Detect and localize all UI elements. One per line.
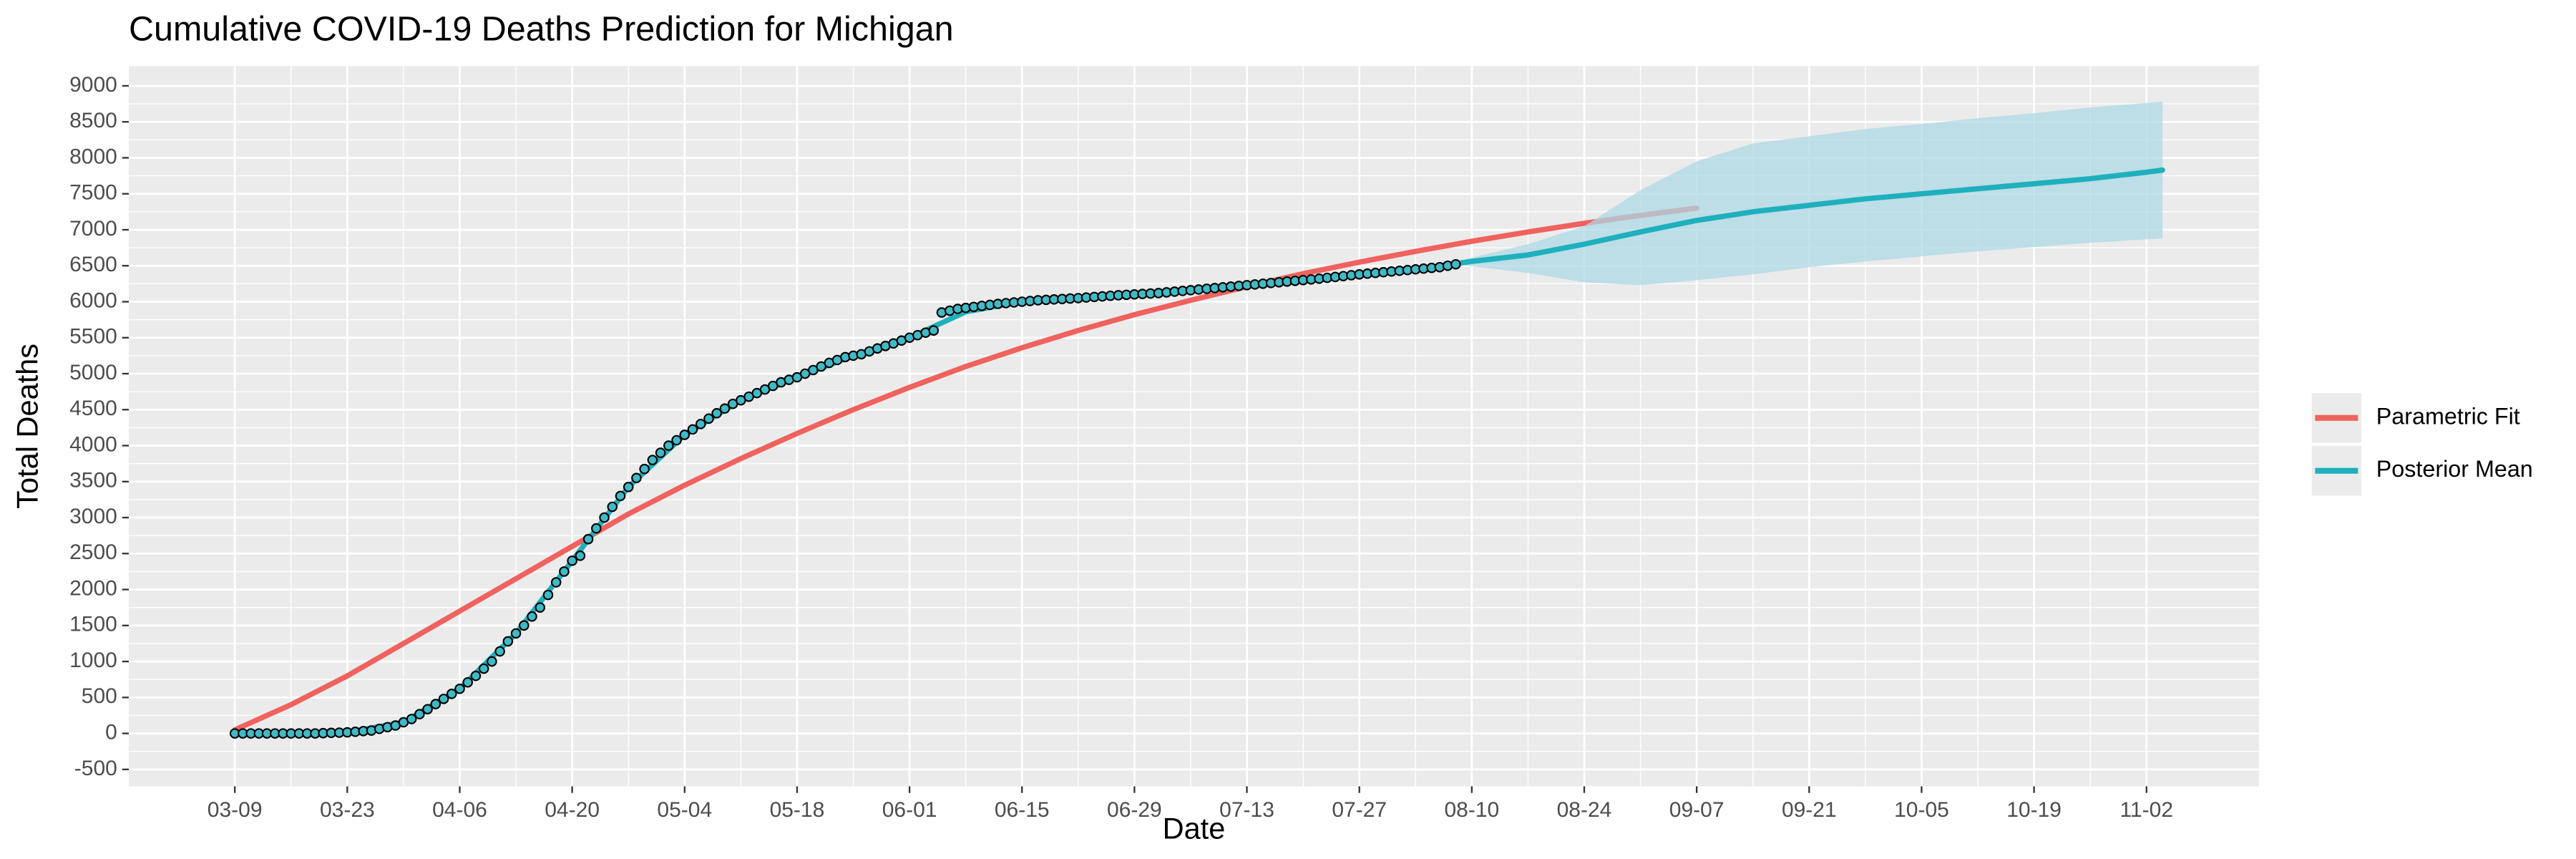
y-tick-label: 2000 xyxy=(69,576,117,600)
data-point xyxy=(414,709,425,719)
data-point xyxy=(687,424,698,435)
data-point xyxy=(502,636,514,647)
data-point xyxy=(535,602,545,613)
y-tick-label: 500 xyxy=(82,684,117,708)
x-tick-label: 06-29 xyxy=(1107,798,1162,822)
data-point xyxy=(494,646,505,657)
data-point xyxy=(470,670,482,681)
data-point xyxy=(655,447,666,458)
data-point xyxy=(446,689,457,699)
grid xyxy=(128,66,2259,787)
y-axis-title: Total Deaths xyxy=(11,344,44,509)
data-point xyxy=(639,463,650,475)
x-axis-title: Date xyxy=(1163,812,1226,845)
x-tick-label: 08-10 xyxy=(1444,798,1499,822)
y-tick-label: 3500 xyxy=(69,469,117,492)
data-point xyxy=(478,663,489,674)
x-tick-label: 10-05 xyxy=(1894,798,1949,822)
data-point xyxy=(663,440,674,451)
x-tick-label: 07-13 xyxy=(1219,798,1274,822)
x-tick-label: 08-24 xyxy=(1557,798,1612,822)
data-point xyxy=(599,512,610,523)
data-point xyxy=(695,419,706,430)
data-point xyxy=(519,620,530,631)
data-point xyxy=(438,694,449,704)
data-point xyxy=(631,472,642,484)
marks xyxy=(229,102,2165,739)
data-point xyxy=(591,523,602,534)
data-point xyxy=(559,566,570,577)
data-point xyxy=(487,656,497,667)
data-point xyxy=(623,482,634,492)
data-point xyxy=(679,430,691,440)
data-point xyxy=(607,501,618,513)
legend: Parametric Fit Posterior Mean xyxy=(2311,393,2533,496)
data-point xyxy=(550,577,562,588)
y-tick-label: 9000 xyxy=(69,73,117,97)
data-point xyxy=(1450,258,1461,270)
data-point xyxy=(711,408,722,419)
y-tick-label: 7000 xyxy=(69,217,117,241)
y-tick-label: 2500 xyxy=(69,540,117,564)
data-point xyxy=(454,683,465,694)
y-tick-label: 5000 xyxy=(69,361,117,384)
data-point xyxy=(647,455,658,465)
x-tick-label: 04-20 xyxy=(545,798,600,822)
y-tick-label: 0 xyxy=(105,721,117,744)
x-tick-label: 03-09 xyxy=(208,798,263,822)
axes: -500 0 500 1000 1500 2000 2500 3000 3500 4000 4500… xyxy=(69,73,2173,822)
data-point xyxy=(615,490,626,502)
data-point xyxy=(422,704,433,714)
data-point xyxy=(719,403,731,414)
y-tick-label: 4000 xyxy=(69,432,117,456)
confidence-band xyxy=(1455,102,2163,286)
legend-label: Posterior Mean xyxy=(2376,456,2533,482)
data-point xyxy=(671,435,682,446)
x-tick-label: 05-18 xyxy=(770,798,825,822)
x-tick-label: 11-02 xyxy=(2120,798,2174,822)
chart-title: Cumulative COVID-19 Deaths Prediction fo… xyxy=(129,10,954,49)
x-tick-label: 10-19 xyxy=(2006,798,2062,822)
data-point xyxy=(430,699,441,709)
x-tick-label: 09-21 xyxy=(1782,798,1837,822)
line xyxy=(232,205,1699,733)
y-tick-label: 6500 xyxy=(69,253,117,276)
y-tick-label: 8500 xyxy=(69,109,117,132)
y-tick-label: 3000 xyxy=(69,505,117,528)
y-tick-label: 7500 xyxy=(69,181,117,205)
data-point xyxy=(527,611,537,622)
y-tick-label: 8000 xyxy=(69,145,117,168)
data-point xyxy=(575,550,586,561)
data-point xyxy=(703,413,714,424)
data-point xyxy=(582,533,594,545)
x-tick-label: 06-01 xyxy=(882,798,937,822)
y-tick-label: -500 xyxy=(74,757,117,780)
x-tick-label: 07-27 xyxy=(1332,798,1387,822)
y-tick-label: 4500 xyxy=(69,397,117,420)
y-tick-label: 1000 xyxy=(69,649,117,672)
x-tick-label: 03-23 xyxy=(320,798,375,822)
x-tick-label: 06-15 xyxy=(995,798,1050,822)
x-tick-label: 09-07 xyxy=(1669,798,1724,822)
data-point xyxy=(406,714,417,724)
y-tick-label: 1500 xyxy=(69,613,117,636)
legend-label: Parametric Fit xyxy=(2376,403,2520,429)
x-tick-label: 04-06 xyxy=(432,798,487,822)
x-tick-label: 05-04 xyxy=(657,798,712,822)
data-point xyxy=(462,676,473,688)
data-point xyxy=(567,555,577,566)
data-point xyxy=(928,325,940,336)
data-point xyxy=(510,628,522,639)
y-tick-label: 6000 xyxy=(69,288,117,312)
y-tick-label: 5500 xyxy=(69,325,117,349)
data-point xyxy=(542,589,554,601)
